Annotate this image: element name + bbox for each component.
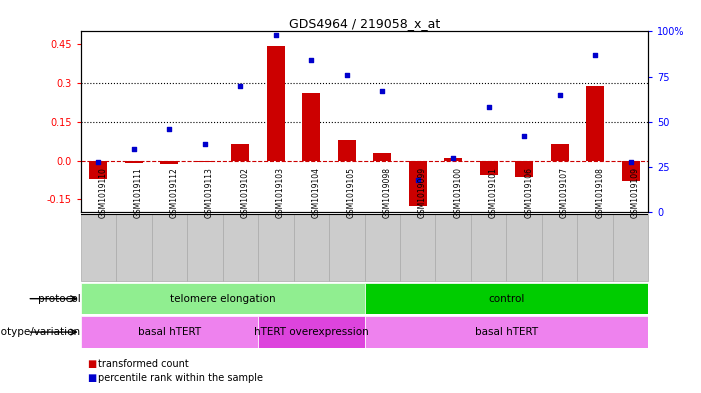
- Text: GSM1019107: GSM1019107: [559, 167, 569, 217]
- Bar: [161, 161, 178, 164]
- Text: GSM1019105: GSM1019105: [347, 167, 356, 217]
- Bar: [116, 214, 151, 281]
- Text: GSM1019108: GSM1019108: [595, 167, 604, 217]
- Bar: [223, 214, 258, 281]
- Point: [128, 146, 139, 152]
- Text: GSM1019100: GSM1019100: [454, 167, 462, 217]
- Bar: [586, 86, 604, 161]
- Bar: [81, 316, 258, 348]
- Text: ■: ■: [88, 360, 97, 369]
- Title: GDS4964 / 219058_x_at: GDS4964 / 219058_x_at: [289, 17, 440, 30]
- Bar: [365, 316, 648, 348]
- Bar: [613, 214, 648, 281]
- Text: hTERT overexpression: hTERT overexpression: [254, 327, 369, 337]
- Bar: [480, 161, 498, 175]
- Bar: [187, 214, 223, 281]
- Text: GSM1019109: GSM1019109: [631, 167, 640, 217]
- Point: [306, 57, 317, 64]
- Point: [235, 83, 246, 89]
- Bar: [329, 214, 365, 281]
- Bar: [444, 158, 462, 161]
- Text: GSM1019110: GSM1019110: [98, 167, 107, 217]
- Bar: [578, 214, 613, 281]
- Bar: [471, 214, 507, 281]
- Bar: [506, 214, 542, 281]
- Point: [93, 158, 104, 165]
- Point: [412, 176, 423, 183]
- Point: [554, 92, 565, 98]
- Text: telomere elongation: telomere elongation: [170, 294, 275, 304]
- Text: GSM1019103: GSM1019103: [275, 167, 285, 217]
- Bar: [294, 214, 329, 281]
- Point: [341, 72, 353, 78]
- Text: GSM1019101: GSM1019101: [489, 167, 498, 217]
- Bar: [622, 161, 639, 181]
- Bar: [90, 161, 107, 179]
- Text: transformed count: transformed count: [98, 360, 189, 369]
- Text: GSM1019102: GSM1019102: [240, 167, 250, 217]
- Bar: [302, 94, 320, 161]
- Bar: [258, 316, 365, 348]
- Point: [519, 133, 530, 140]
- Bar: [515, 161, 533, 177]
- Bar: [231, 144, 249, 161]
- Bar: [125, 161, 143, 163]
- Text: GSM1019111: GSM1019111: [134, 167, 143, 217]
- Point: [199, 140, 210, 147]
- Text: GSM1019104: GSM1019104: [311, 167, 320, 217]
- Point: [625, 158, 637, 165]
- Bar: [409, 161, 427, 206]
- Text: control: control: [489, 294, 524, 304]
- Point: [270, 32, 281, 38]
- Point: [448, 155, 459, 161]
- Bar: [435, 214, 471, 281]
- Bar: [374, 153, 391, 161]
- Text: GSM1019112: GSM1019112: [170, 167, 178, 217]
- Bar: [365, 283, 648, 314]
- Point: [376, 88, 388, 94]
- Text: GSM1019113: GSM1019113: [205, 167, 214, 217]
- Bar: [267, 46, 285, 161]
- Point: [483, 104, 494, 110]
- Bar: [258, 214, 294, 281]
- Bar: [542, 214, 578, 281]
- Text: basal hTERT: basal hTERT: [475, 327, 538, 337]
- Bar: [81, 283, 365, 314]
- Bar: [196, 161, 214, 162]
- Bar: [338, 140, 355, 161]
- Point: [590, 52, 601, 58]
- Point: [164, 126, 175, 132]
- Bar: [151, 214, 187, 281]
- Bar: [81, 214, 116, 281]
- Text: genotype/variation: genotype/variation: [0, 327, 81, 337]
- Text: GSM1019098: GSM1019098: [382, 167, 391, 217]
- Text: GSM1019106: GSM1019106: [524, 167, 533, 217]
- Text: percentile rank within the sample: percentile rank within the sample: [98, 373, 263, 383]
- Text: protocol: protocol: [38, 294, 81, 304]
- Text: basal hTERT: basal hTERT: [138, 327, 201, 337]
- Bar: [400, 214, 435, 281]
- Text: ■: ■: [88, 373, 97, 383]
- Bar: [551, 144, 569, 161]
- Bar: [365, 214, 400, 281]
- Text: GSM1019099: GSM1019099: [418, 166, 427, 217]
